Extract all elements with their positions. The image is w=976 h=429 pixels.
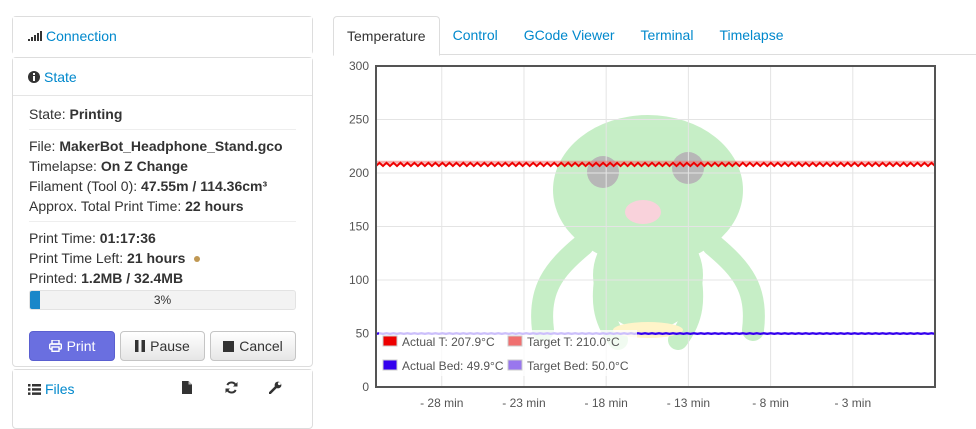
state-value: Printing [69, 106, 123, 122]
y-tick-label: 250 [349, 113, 369, 127]
x-tick-label: - 28 min [420, 396, 463, 410]
file-icon[interactable] [165, 381, 209, 397]
connection-panel: Connection [12, 16, 313, 55]
time-left-label: Print Time Left: [29, 250, 124, 266]
progress-bar: 3% [29, 290, 296, 310]
y-tick-label: 150 [349, 220, 369, 234]
state-label: State: [29, 106, 66, 122]
y-tick-label: 100 [349, 273, 369, 287]
time-left-row: Print Time Left: 21 hours [29, 248, 296, 268]
filament-value: 47.55m / 114.36cm³ [141, 178, 268, 194]
x-tick-label: - 3 min [834, 396, 871, 410]
list-icon [28, 383, 41, 395]
refresh-icon[interactable] [209, 381, 253, 397]
cancel-button-label: Cancel [239, 338, 283, 354]
x-tick-label: - 23 min [502, 396, 545, 410]
print-time-value: 01:17:36 [99, 230, 156, 246]
print-button[interactable]: Print [29, 331, 115, 361]
state-panel: State State: Printing File: MakerBot_Hea… [12, 57, 313, 367]
info-icon [28, 70, 40, 83]
tab-terminal[interactable]: Terminal [640, 27, 694, 43]
approx-time-label: Approx. Total Print Time: [29, 198, 182, 214]
x-tick-label: - 8 min [752, 396, 789, 410]
tab-bar: Temperature Control GCode Viewer Termina… [333, 16, 976, 56]
state-header[interactable]: State [13, 58, 312, 96]
legend-swatch [382, 359, 398, 371]
printed-value: 1.2MB / 32.4MB [81, 270, 184, 286]
job-controls: Print Pause Cancel [29, 331, 296, 361]
legend-swatch [507, 335, 523, 347]
estimate-indicator-icon[interactable] [194, 256, 201, 263]
file-row: File: MakerBot_Headphone_Stand.gco [29, 136, 296, 156]
file-label: File: [29, 138, 56, 154]
printed-row: Printed: 1.2MB / 32.4MB [29, 268, 296, 288]
y-tick-label: 0 [362, 380, 369, 394]
legend-label: Target T: 210.0°C [527, 335, 620, 349]
time-left-value: 21 hours [127, 250, 186, 266]
y-tick-label: 300 [349, 60, 369, 73]
files-header: Files [13, 370, 312, 408]
divider [29, 129, 296, 130]
filament-label: Filament (Tool 0): [29, 178, 138, 194]
state-title[interactable]: State [44, 68, 77, 85]
tab-control[interactable]: Control [452, 27, 498, 43]
print-button-label: Print [66, 338, 96, 354]
files-title[interactable]: Files [45, 381, 75, 397]
x-tick-label: - 13 min [667, 396, 710, 410]
progress-fill [30, 291, 40, 309]
progress-text: 3% [153, 293, 172, 307]
tab-temperature[interactable]: Temperature [333, 16, 440, 56]
series-line [375, 161, 936, 168]
printer-icon [48, 340, 62, 352]
tab-gcode-viewer[interactable]: GCode Viewer [523, 27, 615, 43]
files-header-title[interactable]: Files [28, 381, 75, 397]
y-tick-label: 50 [356, 327, 370, 341]
pause-button-label: Pause [150, 338, 190, 354]
y-tick-label: 200 [349, 166, 369, 180]
print-time-row: Print Time: 01:17:36 [29, 228, 296, 248]
legend-label: Actual Bed: 49.9°C [402, 359, 504, 373]
legend-label: Target Bed: 50.0°C [527, 359, 629, 373]
tab-timelapse[interactable]: Timelapse [719, 27, 784, 43]
connection-header[interactable]: Connection [13, 17, 312, 55]
signal-icon [28, 31, 42, 41]
connection-title[interactable]: Connection [46, 28, 117, 44]
temperature-chart: 0 50 100 150 200 250 300 - 28 min - 23 min - 18 m… [349, 60, 936, 410]
printed-label: Printed: [29, 270, 78, 286]
files-panel: Files [12, 369, 313, 429]
print-time-label: Print Time: [29, 230, 96, 246]
stop-icon [223, 340, 235, 352]
approx-time-row: Approx. Total Print Time: 22 hours [29, 196, 296, 216]
cancel-button[interactable]: Cancel [210, 331, 296, 361]
files-toolbar [165, 381, 297, 397]
timelapse-row: Timelapse: On Z Change [29, 156, 296, 176]
state-row: State: Printing [29, 104, 296, 124]
wrench-icon[interactable] [253, 381, 297, 397]
state-body: State: Printing File: MakerBot_Headphone… [13, 96, 312, 361]
pause-icon [135, 340, 146, 352]
approx-time-value: 22 hours [185, 198, 244, 214]
pause-button[interactable]: Pause [120, 331, 205, 361]
legend-swatch [507, 359, 523, 371]
file-value: MakerBot_Headphone_Stand.gco [59, 138, 283, 154]
legend-label: Actual T: 207.9°C [402, 335, 495, 349]
timelapse-value: On Z Change [100, 158, 188, 174]
plot-frame [375, 65, 936, 388]
timelapse-label: Timelapse: [29, 158, 97, 174]
x-tick-label: - 18 min [584, 396, 627, 410]
legend-swatch [382, 335, 398, 347]
filament-row: Filament (Tool 0): 47.55m / 114.36cm³ [29, 176, 296, 196]
divider [29, 221, 296, 222]
